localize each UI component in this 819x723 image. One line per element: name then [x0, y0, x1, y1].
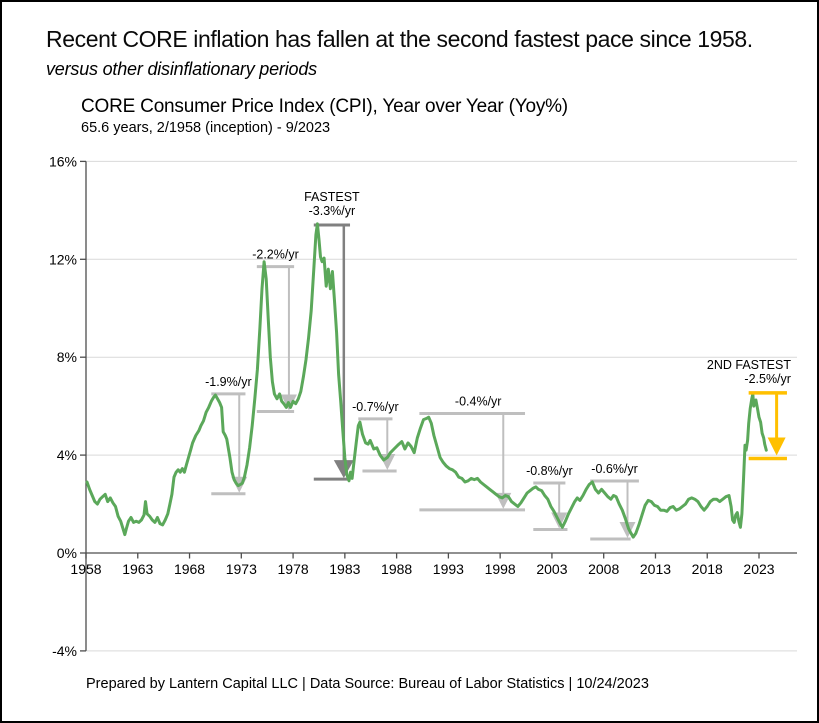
- annotation-rate-label: -0.8%/yr: [526, 464, 573, 478]
- x-tick-label: 2018: [692, 561, 723, 577]
- annotation-arrowhead-icon: [333, 460, 354, 479]
- page-subtitle: versus other disinflationary periods: [46, 59, 317, 79]
- annotation-rate-label: -3.3%/yr: [309, 204, 356, 218]
- annotation-rate-label: -0.4%/yr: [455, 394, 502, 408]
- cpi-yoy-line: [85, 222, 768, 539]
- page-title: Recent CORE inflation has fallen at the …: [46, 26, 753, 52]
- x-tick-label: 1978: [278, 561, 309, 577]
- x-tick-label: 2008: [588, 561, 619, 577]
- annotation-rate-label: -2.5%/yr: [744, 372, 791, 386]
- x-tick-label: 1958: [70, 561, 101, 577]
- x-tick-label: 1998: [485, 561, 516, 577]
- annotation-rate-label: -0.6%/yr: [591, 462, 638, 476]
- x-tick-label: 1993: [433, 561, 464, 577]
- y-tick-label: 0%: [57, 545, 77, 561]
- y-tick-label: 16%: [49, 153, 77, 169]
- annotation-label: FASTEST: [304, 190, 360, 204]
- annotation-arrowhead-icon: [767, 437, 786, 456]
- x-tick-label: 1968: [174, 561, 205, 577]
- annotation-rate-label: -2.2%/yr: [252, 248, 299, 262]
- y-tick-label: 8%: [57, 349, 77, 365]
- annotation-label: 2ND FASTEST: [707, 358, 791, 372]
- x-tick-label: 1973: [226, 561, 257, 577]
- x-tick-label: 1988: [381, 561, 412, 577]
- chart-title: CORE Consumer Price Index (CPI), Year ov…: [81, 96, 568, 117]
- annotation-rate-label: -0.7%/yr: [352, 400, 399, 414]
- x-tick-label: 2023: [743, 561, 774, 577]
- y-tick-label: -4%: [52, 643, 77, 659]
- x-tick-label: 1983: [329, 561, 360, 577]
- chart-subtitle: 65.6 years, 2/1958 (inception) - 9/2023: [81, 120, 331, 136]
- y-tick-label: 12%: [49, 251, 77, 267]
- x-tick-label: 1963: [122, 561, 153, 577]
- footer-attribution: Prepared by Lantern Capital LLC | Data S…: [86, 676, 649, 692]
- x-tick-label: 2003: [536, 561, 567, 577]
- y-tick-label: 4%: [57, 447, 77, 463]
- annotation-rate-label: -1.9%/yr: [205, 375, 252, 389]
- annotation-arrowhead-icon: [619, 522, 636, 539]
- x-tick-label: 2013: [640, 561, 671, 577]
